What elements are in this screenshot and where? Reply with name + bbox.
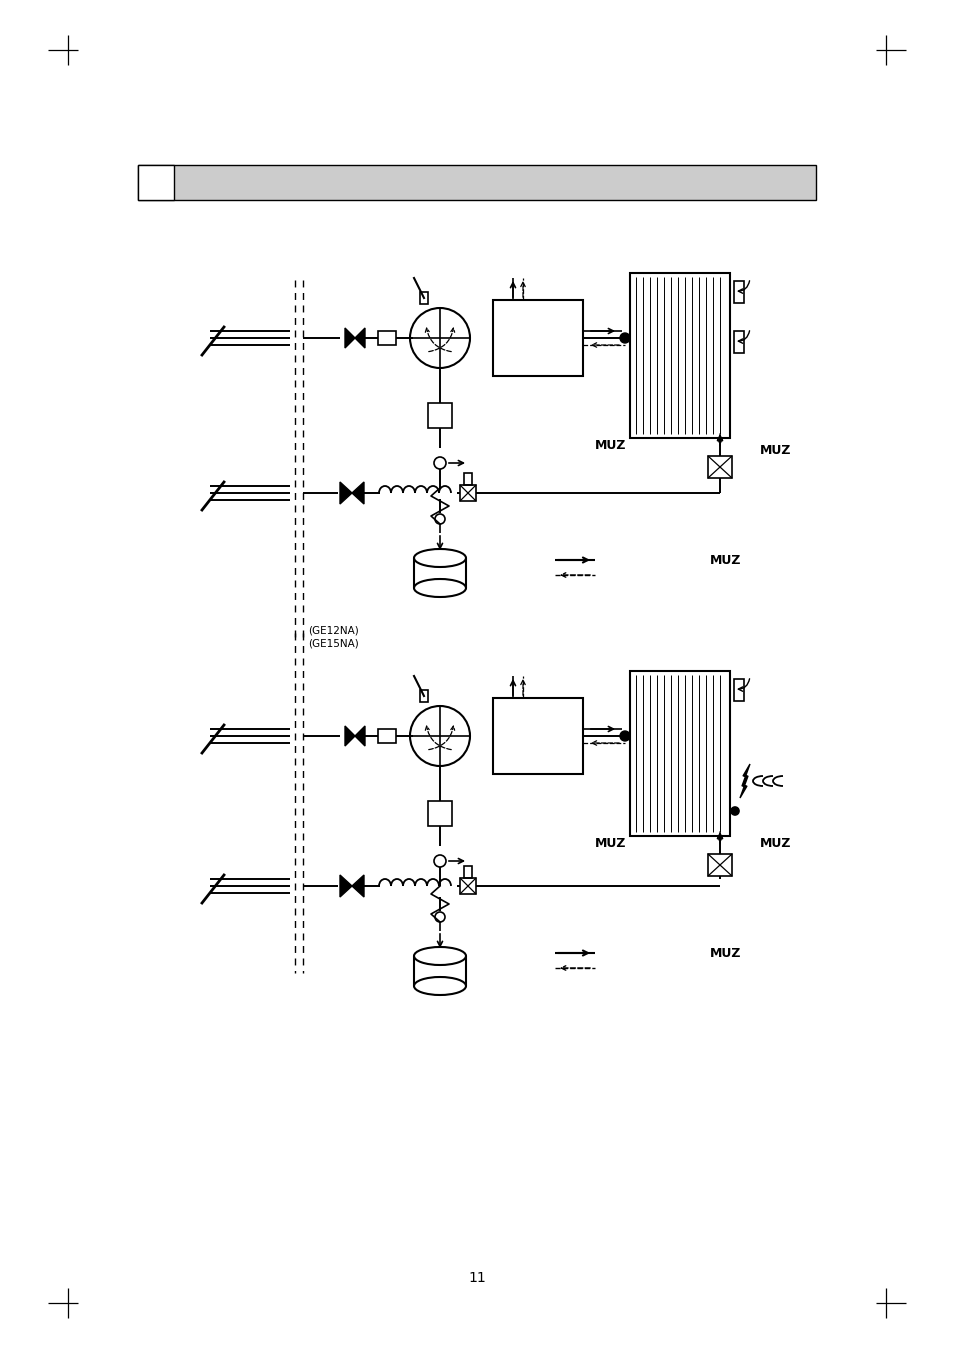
Text: (GE15NA): (GE15NA) bbox=[308, 639, 358, 648]
Text: MUZ: MUZ bbox=[709, 947, 740, 959]
Bar bbox=[733, 331, 743, 353]
Bar bbox=[419, 690, 428, 702]
Polygon shape bbox=[740, 764, 749, 798]
Polygon shape bbox=[345, 727, 355, 746]
Polygon shape bbox=[352, 875, 364, 897]
Bar bbox=[459, 878, 476, 894]
Bar bbox=[733, 281, 743, 303]
Circle shape bbox=[619, 731, 629, 741]
Bar bbox=[419, 292, 428, 304]
Bar bbox=[733, 679, 743, 701]
Text: 11: 11 bbox=[468, 1270, 485, 1285]
Text: MUZ: MUZ bbox=[595, 836, 626, 850]
Polygon shape bbox=[355, 327, 365, 348]
Text: MUZ: MUZ bbox=[595, 438, 626, 452]
Bar bbox=[629, 273, 729, 438]
Bar bbox=[138, 165, 815, 200]
Bar bbox=[377, 729, 395, 743]
Circle shape bbox=[619, 333, 629, 344]
Bar bbox=[707, 854, 731, 875]
Circle shape bbox=[730, 806, 739, 815]
Bar bbox=[428, 403, 452, 428]
Bar bbox=[428, 801, 452, 825]
Bar bbox=[629, 671, 729, 836]
Polygon shape bbox=[345, 327, 355, 348]
Text: MUZ: MUZ bbox=[760, 444, 791, 456]
Polygon shape bbox=[355, 727, 365, 746]
Bar bbox=[493, 300, 582, 376]
Bar bbox=[138, 165, 173, 200]
Bar bbox=[707, 456, 731, 478]
Text: MUZ: MUZ bbox=[709, 553, 740, 567]
Text: (GE12NA): (GE12NA) bbox=[308, 625, 358, 635]
Text: MUZ: MUZ bbox=[760, 836, 791, 850]
Bar bbox=[463, 474, 472, 484]
Bar bbox=[459, 484, 476, 501]
Polygon shape bbox=[339, 875, 352, 897]
Polygon shape bbox=[339, 482, 352, 505]
Bar bbox=[377, 331, 395, 345]
Polygon shape bbox=[352, 482, 364, 505]
Bar bbox=[463, 866, 472, 878]
Bar bbox=[493, 698, 582, 774]
